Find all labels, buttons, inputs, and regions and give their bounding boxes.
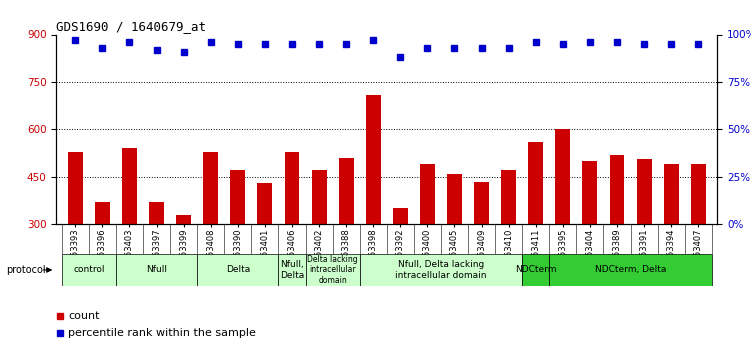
Text: protocol: protocol [6, 265, 45, 275]
Text: Nfull: Nfull [146, 265, 167, 275]
Text: Nfull,
Delta: Nfull, Delta [280, 260, 304, 280]
Bar [447, 174, 462, 224]
Bar [68, 151, 83, 224]
Bar [285, 151, 300, 224]
Bar [522, 254, 549, 286]
Bar [306, 254, 360, 286]
Bar [62, 254, 116, 286]
Bar [393, 208, 408, 224]
Bar [664, 164, 679, 224]
Bar [549, 254, 712, 286]
Bar [204, 151, 218, 224]
Text: Delta: Delta [225, 265, 250, 275]
Bar [312, 170, 327, 224]
Text: NDCterm: NDCterm [515, 265, 556, 275]
Bar [610, 155, 624, 224]
Bar [360, 254, 522, 286]
Bar [95, 202, 110, 224]
Bar [501, 170, 516, 224]
Bar [122, 148, 137, 224]
Bar [556, 129, 570, 224]
Text: percentile rank within the sample: percentile rank within the sample [68, 328, 256, 338]
Bar [258, 183, 273, 224]
Bar [198, 254, 279, 286]
Bar [528, 142, 543, 224]
Bar [420, 164, 435, 224]
Text: NDCterm, Delta: NDCterm, Delta [595, 265, 666, 275]
Text: Nfull, Delta lacking
intracellular domain: Nfull, Delta lacking intracellular domai… [395, 260, 487, 280]
Text: control: control [73, 265, 104, 275]
Bar [637, 159, 652, 224]
Bar [583, 161, 597, 224]
Text: count: count [68, 311, 100, 321]
Bar [279, 254, 306, 286]
Bar [474, 181, 489, 224]
Bar [149, 202, 164, 224]
Bar [116, 254, 198, 286]
Text: GDS1690 / 1640679_at: GDS1690 / 1640679_at [56, 20, 207, 33]
Bar [176, 215, 191, 224]
Bar [366, 95, 381, 224]
Bar [691, 164, 706, 224]
Bar [339, 158, 354, 224]
Text: Delta lacking
intracellular
domain: Delta lacking intracellular domain [307, 255, 358, 285]
Bar [231, 170, 246, 224]
